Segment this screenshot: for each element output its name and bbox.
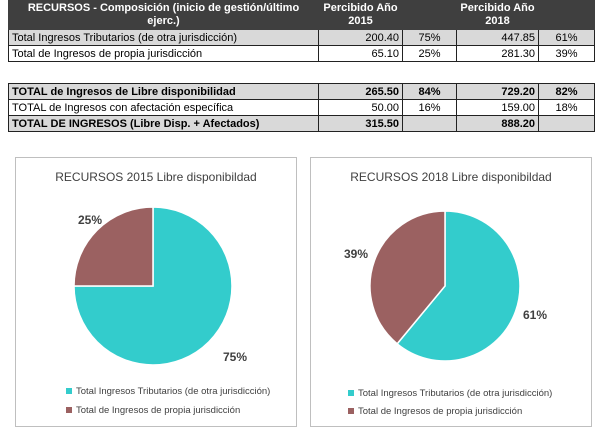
legend-swatch: [348, 408, 354, 415]
row-pct-2018: 18%: [538, 99, 595, 116]
table-row: Total de Ingresos de propia jurisdicción…: [8, 45, 595, 62]
pie-svg-2018: [369, 210, 521, 362]
legend-item-propia: Total de Ingresos de propia jurisdicción: [66, 405, 240, 416]
row-pct-2015: 75%: [402, 29, 457, 46]
table-row: TOTAL de Ingresos de Libre disponibilida…: [8, 83, 595, 100]
header-pct-2015: [402, 0, 457, 30]
legend-label: Total de Ingresos de propia jurisdicción: [358, 406, 523, 417]
legend-item-tributarios: Total Ingresos Tributarios (de otra juri…: [348, 388, 552, 399]
row-pct-2018: 39%: [538, 45, 595, 62]
pie-slice-tributarios: [396, 210, 521, 362]
pie-chart-2018: RECURSOS 2018 Libre disponibildad 39% 61…: [310, 157, 592, 427]
row-value-2015: 265.50: [318, 83, 403, 100]
row-pct-2018: 61%: [538, 29, 595, 46]
row-pct-2018: 82%: [538, 83, 595, 100]
row-pct-2015: 84%: [402, 83, 457, 100]
row-label: Total Ingresos Tributarios (de otra juri…: [8, 29, 319, 46]
recursos-table: RECURSOS - Composición (inicio de gestió…: [8, 0, 595, 62]
row-pct-2015: 25%: [402, 45, 457, 62]
row-label: TOTAL de Ingresos con afectación específ…: [8, 99, 319, 116]
row-pct-2018: [538, 115, 595, 132]
header-recursos: RECURSOS - Composición (inicio de gestió…: [8, 0, 319, 30]
legend-item-tributarios: Total Ingresos Tributarios (de otra juri…: [66, 386, 270, 397]
chart-title: RECURSOS 2015 Libre disponibildad: [55, 170, 257, 184]
table-row: TOTAL DE INGRESOS (Libre Disp. + Afectad…: [8, 115, 595, 132]
pie-chart-2015: RECURSOS 2015 Libre disponibildad 25% 75…: [15, 157, 297, 427]
legend-swatch: [348, 390, 354, 397]
legend-label: Total Ingresos Tributarios (de otra juri…: [358, 388, 553, 399]
row-value-2018: 729.20: [456, 83, 539, 100]
legend-swatch: [66, 388, 72, 395]
table-row: Total Ingresos Tributarios (de otra juri…: [8, 29, 595, 46]
row-value-2015: 315.50: [318, 115, 403, 132]
totales-table: TOTAL de Ingresos de Libre disponibilida…: [8, 83, 595, 132]
slice-label-tributarios: 61%: [523, 308, 548, 322]
row-pct-2015: 16%: [402, 99, 457, 116]
row-value-2015: 65.10: [318, 45, 403, 62]
row-pct-2015: [402, 115, 457, 132]
slice-label-propia: 25%: [78, 213, 103, 227]
legend-swatch: [66, 407, 72, 414]
chart-title: RECURSOS 2018 Libre disponibildad: [350, 170, 552, 184]
legend-label: Total de Ingresos de propia jurisdicción: [76, 405, 241, 416]
slice-label-tributarios: 75%: [223, 350, 248, 364]
row-value-2015: 50.00: [318, 99, 403, 116]
row-label: TOTAL de Ingresos de Libre disponibilida…: [8, 83, 319, 100]
header-pct-2018: [538, 0, 595, 30]
row-value-2015: 200.40: [318, 29, 403, 46]
row-value-2018: 281.30: [456, 45, 539, 62]
pie-svg-2015: [73, 206, 233, 366]
slice-label-propia: 39%: [344, 247, 369, 261]
row-value-2018: 888.20: [456, 115, 539, 132]
row-label: TOTAL DE INGRESOS (Libre Disp. + Afectad…: [8, 115, 319, 132]
row-value-2018: 447.85: [456, 29, 539, 46]
header-percibido-2018: Percibido Año 2018: [456, 0, 539, 30]
table-header: RECURSOS - Composición (inicio de gestió…: [8, 0, 595, 30]
legend-label: Total Ingresos Tributarios (de otra juri…: [76, 386, 271, 397]
row-value-2018: 159.00: [456, 99, 539, 116]
legend-item-propia: Total de Ingresos de propia jurisdicción: [348, 406, 522, 417]
table-row: TOTAL de Ingresos con afectación específ…: [8, 99, 595, 116]
header-percibido-2015: Percibido Año 2015: [318, 0, 403, 30]
row-label: Total de Ingresos de propia jurisdicción: [8, 45, 319, 62]
pie-slice-propia: [369, 210, 446, 345]
pie-slice-propia: [73, 206, 154, 287]
